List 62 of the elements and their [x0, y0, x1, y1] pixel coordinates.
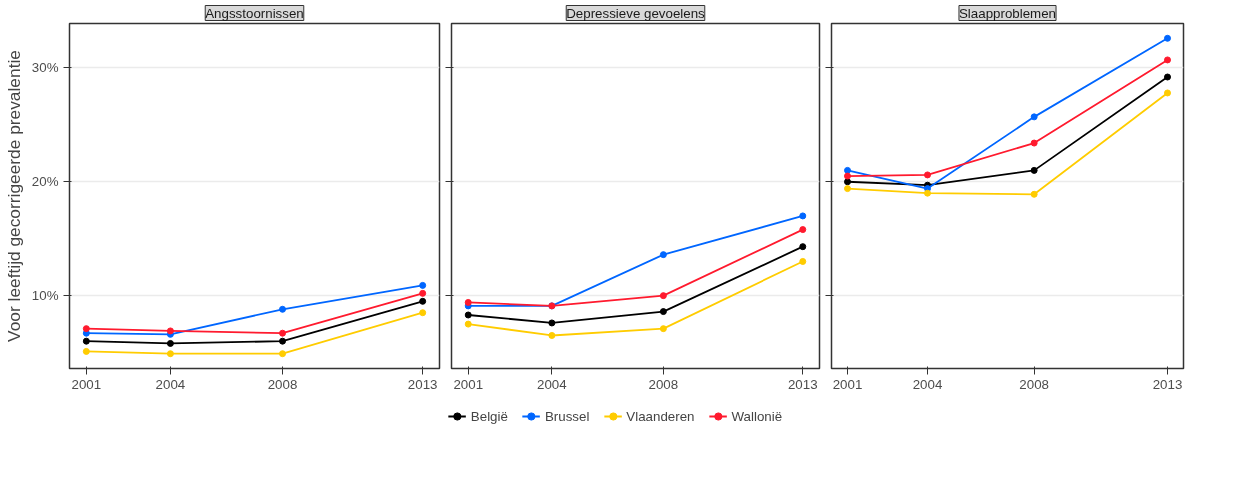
point	[659, 251, 667, 259]
point	[279, 305, 287, 313]
point	[799, 226, 807, 234]
point	[419, 289, 427, 297]
point	[279, 329, 287, 337]
point	[924, 189, 931, 197]
x-tick-label: 2013	[1152, 376, 1183, 392]
x-tick-label: 2008	[648, 376, 679, 392]
point	[799, 212, 807, 220]
point	[279, 337, 287, 345]
point	[799, 257, 807, 265]
x-tick-label: 2004	[912, 376, 943, 392]
point	[82, 337, 90, 345]
chart-title: Depressieve gevoelens	[566, 5, 706, 21]
point	[659, 292, 667, 300]
y-tick-label: 20%	[31, 174, 59, 190]
x-tick-label: 2008	[1019, 376, 1049, 392]
point	[464, 311, 472, 319]
point	[1164, 56, 1171, 64]
x-tick-label: 2013	[787, 376, 818, 392]
x-tick-label: 2013	[407, 376, 438, 392]
point	[799, 243, 807, 251]
point	[844, 185, 851, 193]
point	[166, 350, 174, 358]
point	[844, 166, 851, 174]
point	[419, 281, 427, 289]
point	[924, 171, 931, 179]
point	[548, 331, 556, 339]
x-tick-label: 2004	[537, 376, 568, 392]
point	[82, 347, 90, 355]
legend-label: Vlaanderen	[626, 408, 695, 424]
point	[844, 172, 851, 180]
x-tick-label: 2008	[267, 376, 298, 392]
point	[1030, 139, 1038, 147]
point	[419, 297, 427, 305]
x-tick-label: 2004	[155, 376, 186, 392]
legend-label: België	[470, 408, 508, 424]
point	[1030, 113, 1038, 121]
point	[82, 325, 90, 333]
x-tick-label: 2001	[71, 376, 102, 392]
point	[1164, 73, 1171, 81]
point	[844, 178, 851, 186]
point	[166, 339, 174, 347]
point	[1164, 89, 1171, 97]
point	[1030, 190, 1038, 198]
point	[1030, 166, 1038, 174]
y-tick-label: 10%	[31, 288, 59, 304]
point	[548, 319, 556, 327]
y-tick-label: 30%	[31, 60, 59, 76]
legend-label: Brussel	[544, 408, 590, 424]
x-tick-label: 2001	[453, 376, 484, 392]
x-tick-label: 2001	[832, 376, 863, 392]
point	[464, 320, 472, 328]
point	[419, 309, 427, 317]
point	[464, 298, 472, 306]
point	[1164, 34, 1171, 42]
point	[279, 350, 287, 358]
point	[659, 308, 667, 316]
point	[659, 325, 667, 333]
legend-label: Wallonië	[731, 408, 783, 424]
y-axis-title: Voor leeftijd gecorrigeerde prevalentie	[3, 50, 24, 342]
chart-title: Slaapproblemen	[958, 5, 1057, 21]
